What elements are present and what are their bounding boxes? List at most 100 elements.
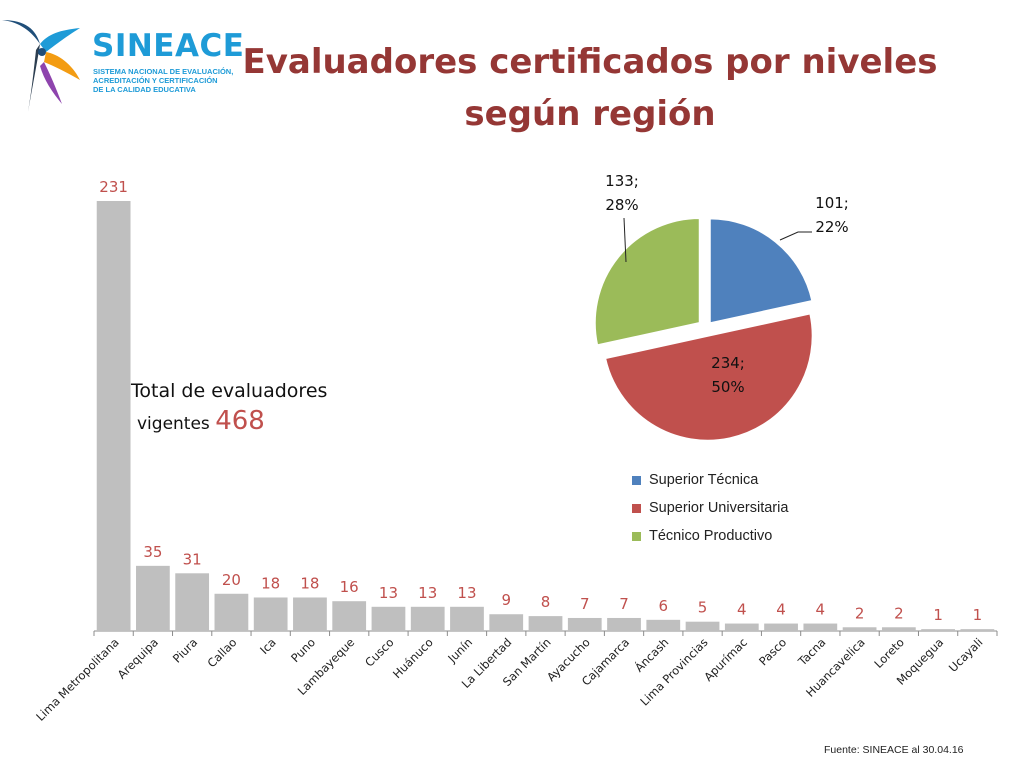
title-line1: Evaluadores certificados por niveles bbox=[242, 42, 938, 82]
pie-data-label: 28% bbox=[605, 196, 638, 214]
bar-data-label: 8 bbox=[541, 593, 551, 611]
bar bbox=[646, 619, 681, 631]
legend-swatch bbox=[632, 503, 641, 513]
bar bbox=[450, 606, 484, 631]
x-tick-label: Puno bbox=[288, 635, 318, 665]
x-tick-label: Huánuco bbox=[390, 635, 436, 681]
bar bbox=[175, 573, 210, 631]
bar bbox=[881, 627, 916, 631]
bar-data-label: 4 bbox=[816, 601, 826, 619]
pie-data-label: 101; bbox=[815, 194, 849, 212]
bar bbox=[253, 597, 288, 631]
legend-item: Técnico Productivo bbox=[632, 522, 788, 550]
total-label-text: vigentes bbox=[137, 414, 210, 434]
bar bbox=[764, 623, 798, 631]
bar bbox=[489, 614, 524, 631]
leader-line bbox=[779, 231, 812, 241]
bar-data-label: 13 bbox=[379, 584, 398, 602]
pie-data-label: 22% bbox=[815, 218, 848, 236]
bar bbox=[607, 617, 641, 631]
bar bbox=[921, 629, 955, 631]
x-tick-label: Apurímac bbox=[701, 635, 750, 684]
bar bbox=[724, 623, 759, 631]
bar bbox=[332, 601, 367, 631]
x-tick-label: Loreto bbox=[871, 635, 907, 671]
pie-slice bbox=[593, 216, 701, 347]
bar-data-label: 18 bbox=[300, 574, 319, 592]
bar-data-label: 7 bbox=[619, 595, 629, 613]
bar bbox=[293, 597, 327, 631]
x-tick-label: Junín bbox=[444, 635, 475, 666]
total-annotation: Total de evaluadores vigentes 468 bbox=[131, 380, 327, 436]
bar bbox=[136, 565, 170, 631]
logo-name: SINEACE bbox=[92, 28, 245, 64]
bar-data-label: 4 bbox=[737, 601, 747, 619]
logo-sub-line: DE LA CALIDAD EDUCATIVA bbox=[93, 85, 196, 94]
logo-sub-line: ACREDITACIÓN Y CERTIFICACIÓN bbox=[93, 76, 218, 85]
bar bbox=[410, 606, 445, 631]
legend-label: Superior Universitaria bbox=[649, 500, 789, 516]
legend-label: Técnico Productivo bbox=[649, 528, 773, 544]
bar-data-label: 1 bbox=[933, 606, 943, 624]
bar-data-label: 9 bbox=[501, 591, 511, 609]
x-tick-label: Arequipa bbox=[115, 635, 161, 681]
bar-data-label: 35 bbox=[143, 543, 162, 561]
bar bbox=[803, 623, 838, 631]
bar-data-label: 7 bbox=[580, 595, 590, 613]
leader-line bbox=[623, 217, 627, 263]
bar-data-label: 13 bbox=[457, 584, 476, 602]
legend-swatch bbox=[632, 531, 641, 541]
bar-data-label: 1 bbox=[973, 606, 983, 624]
x-tick-label: Áncash bbox=[631, 635, 671, 675]
hummingbird-icon bbox=[2, 20, 80, 112]
page-title: Evaluadores certificados por niveles seg… bbox=[240, 36, 940, 140]
title-line2: según región bbox=[464, 94, 716, 134]
x-tick-label: Tacna bbox=[795, 635, 829, 669]
source-note: Fuente: SINEACE al 30.04.16 bbox=[824, 744, 964, 756]
bar bbox=[960, 629, 995, 631]
bar bbox=[842, 627, 877, 631]
x-tick-label: Callao bbox=[204, 635, 239, 670]
x-tick-label: Lima Provincias bbox=[637, 635, 710, 708]
sineace-logo: SINEACE SISTEMA NACIONAL DE EVALUACIÓN, … bbox=[0, 8, 244, 118]
legend-swatch bbox=[632, 475, 641, 485]
bar-data-label: 2 bbox=[894, 604, 904, 622]
total-label: Total de evaluadores bbox=[131, 380, 328, 402]
bar-data-label: 16 bbox=[340, 578, 359, 596]
pie-slice bbox=[603, 312, 814, 442]
x-tick-label: Ica bbox=[257, 635, 279, 657]
legend-item: Superior Técnica bbox=[632, 466, 788, 494]
pie-data-label: 133; bbox=[605, 172, 639, 190]
bar-data-label: 2 bbox=[855, 604, 865, 622]
bar-data-label: 13 bbox=[418, 584, 437, 602]
bar bbox=[96, 201, 131, 631]
x-tick-label: Pasco bbox=[756, 635, 789, 668]
x-tick-label: Lima Metropolitana bbox=[33, 635, 121, 723]
bar-data-label: 6 bbox=[659, 597, 669, 615]
bar-data-label: 20 bbox=[222, 571, 241, 589]
bar-data-label: 4 bbox=[776, 601, 786, 619]
legend-item: Superior Universitaria bbox=[632, 494, 788, 522]
bar-data-label: 231 bbox=[99, 178, 128, 196]
pie-data-label: 50% bbox=[711, 378, 744, 396]
pie-data-label: 234; bbox=[711, 354, 745, 372]
bar bbox=[567, 617, 602, 631]
logo-sub-line: SISTEMA NACIONAL DE EVALUACIÓN, bbox=[93, 67, 234, 76]
total-value: 468 bbox=[215, 406, 265, 436]
bar-data-label: 5 bbox=[698, 599, 708, 617]
bar bbox=[685, 621, 720, 631]
bar bbox=[214, 593, 249, 631]
bar-data-label: 18 bbox=[261, 574, 280, 592]
pie-slice bbox=[708, 217, 814, 325]
bar bbox=[371, 606, 406, 631]
bar bbox=[528, 616, 563, 631]
logo-subtitle: SISTEMA NACIONAL DE EVALUACIÓN, ACREDITA… bbox=[93, 67, 243, 94]
pie-legend: Superior Técnica Superior Universitaria … bbox=[632, 466, 788, 550]
legend-label: Superior Técnica bbox=[649, 472, 759, 488]
x-tick-label: Ucayali bbox=[946, 635, 986, 675]
x-tick-label: Cusco bbox=[362, 635, 396, 669]
x-tick-label: Piura bbox=[170, 635, 200, 665]
bar-data-label: 31 bbox=[183, 550, 202, 568]
total-label-2: vigentes 468 bbox=[137, 406, 327, 436]
